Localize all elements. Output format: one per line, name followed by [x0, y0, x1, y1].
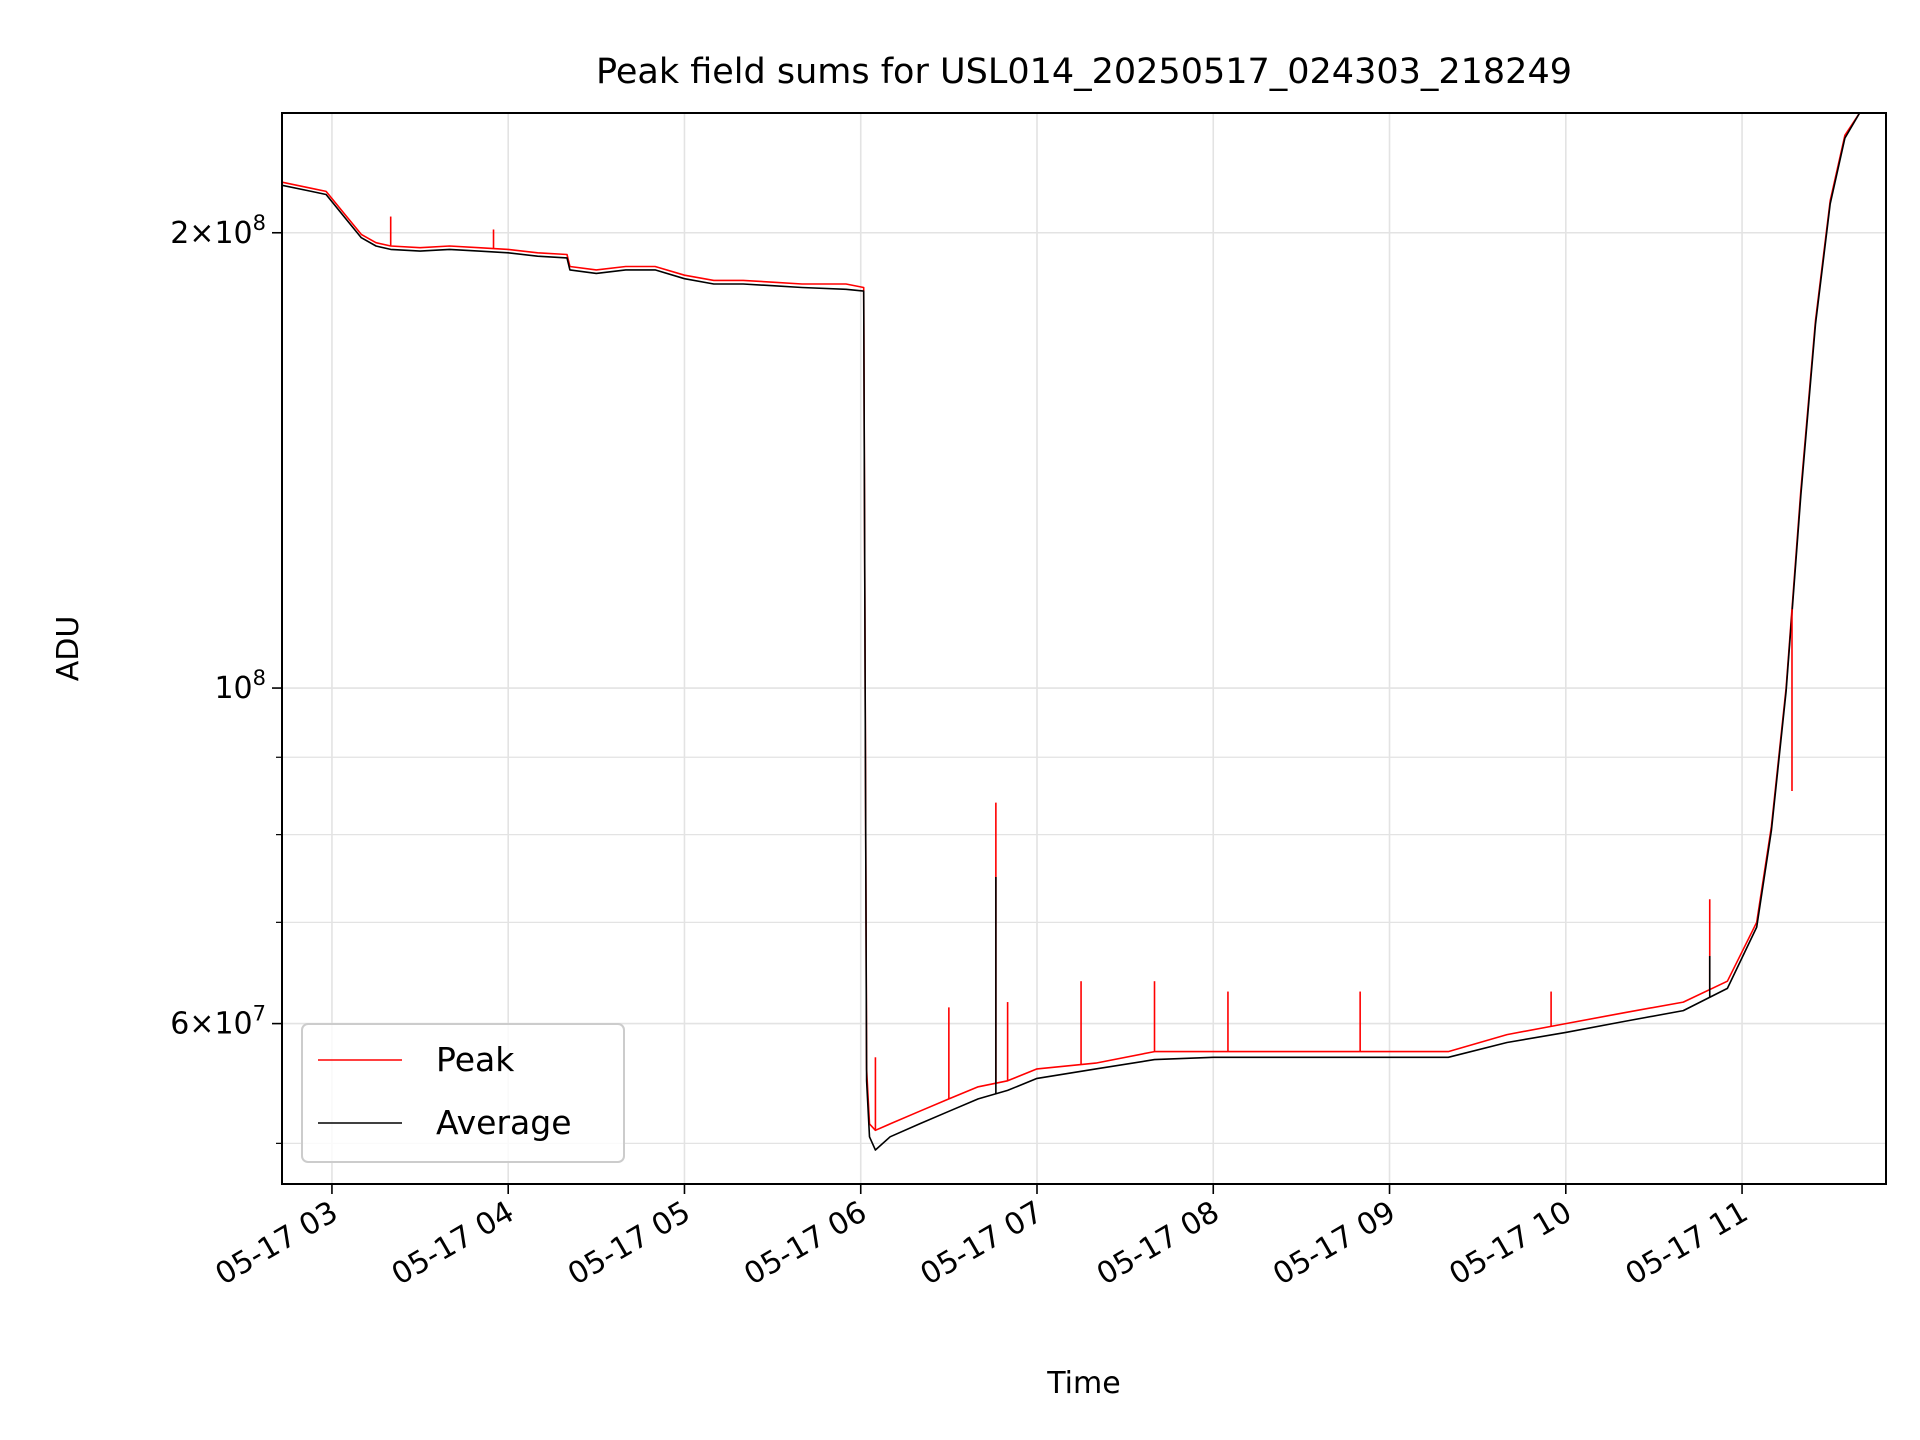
legend-box — [301, 1023, 625, 1163]
series-layer — [282, 113, 1866, 1151]
grid — [282, 113, 1886, 1184]
legend: Peak Average — [301, 1023, 625, 1163]
x-axis-label: Time — [1046, 1366, 1120, 1401]
plot-frame — [281, 112, 1887, 1185]
series-line-average — [282, 113, 1866, 1151]
y-axis: 2×108 108 6×107 — [170, 211, 282, 1144]
y-axis-label: ADU — [51, 616, 86, 682]
legend-label-peak: Peak — [436, 1040, 515, 1079]
y-tick-label: 6×107 — [170, 1002, 266, 1042]
y-tick-label: 2×108 — [170, 211, 266, 251]
y-tick-label: 108 — [214, 666, 266, 706]
legend-label-average: Average — [436, 1103, 572, 1142]
series-line-peak — [282, 113, 1866, 1132]
chart-title: Peak field sums for USL014_20250517_0243… — [596, 52, 1572, 92]
